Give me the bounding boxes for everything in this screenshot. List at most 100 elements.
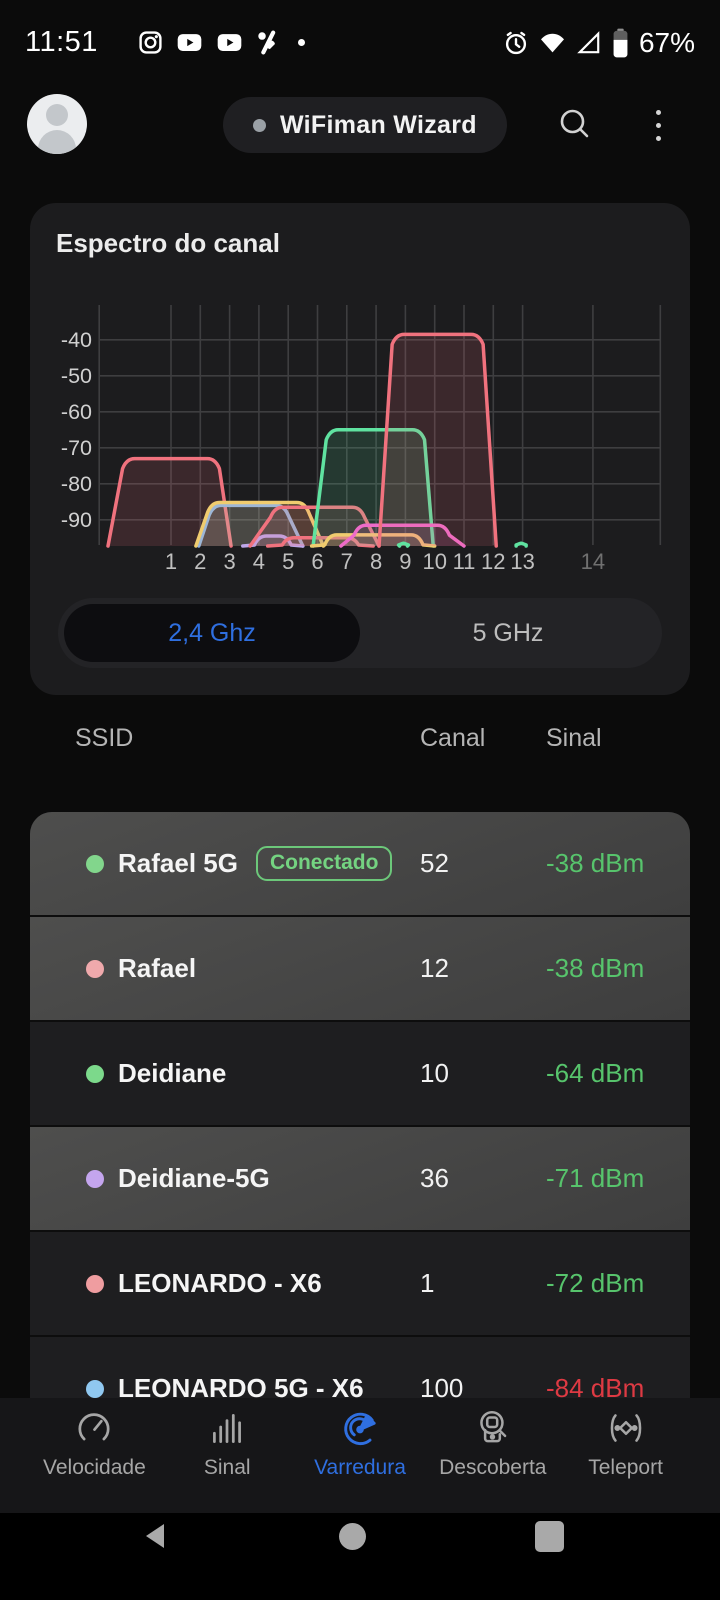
table-header: SSID Canal Sinal (0, 724, 720, 760)
youtube-icon (217, 34, 242, 51)
svg-text:4: 4 (253, 549, 265, 574)
app-title-pill[interactable]: WiFiman Wizard (223, 97, 507, 153)
recents-button[interactable] (535, 1521, 564, 1552)
table-row[interactable]: Rafael 5G Conectado 52 -38 dBm (30, 812, 690, 917)
nav-item-descoberta[interactable]: Descoberta (426, 1398, 559, 1513)
nav-label: Varredura (314, 1456, 406, 1479)
svg-text:14: 14 (581, 549, 605, 574)
channel-value: 100 (420, 1373, 464, 1398)
svg-text:3: 3 (223, 549, 235, 574)
svg-text:9: 9 (399, 549, 411, 574)
ssid-label: LEONARDO - X6 (118, 1268, 322, 1298)
overflow-dot-icon (297, 39, 305, 46)
svg-text:-90: -90 (61, 508, 92, 532)
avatar[interactable] (27, 94, 87, 154)
notification-icons (138, 29, 305, 56)
kebab-dot (655, 109, 661, 115)
android-navigation-bar (0, 1513, 720, 1600)
svg-text:-80: -80 (61, 472, 92, 496)
svg-text:13: 13 (510, 549, 534, 574)
network-list: Rafael 5G Conectado 52 -38 dBm Rafael 12… (30, 812, 690, 1398)
table-row[interactable]: Deidiane-5G 36 -71 dBm (30, 1127, 690, 1232)
ssid-label: Rafael 5G (118, 848, 238, 878)
network-color-dot (86, 1379, 104, 1398)
spectrum-chart: -40-50-60-70-80-901 2 3 4 5 6 7 8 9 10 11 12 13 14 (61, 305, 662, 574)
nav-item-varredura[interactable]: Varredura (294, 1398, 427, 1513)
signal-bars-icon (213, 1414, 242, 1444)
status-bar: 11:51 67% (0, 0, 720, 85)
percent-icon (258, 30, 276, 55)
svg-text:-50: -50 (61, 364, 92, 388)
alarm-icon (505, 31, 527, 54)
teleport-icon (610, 1414, 641, 1442)
wifi-icon (540, 33, 564, 53)
ssid-label: Deidiane (118, 1058, 227, 1088)
status-dot-icon (253, 118, 266, 132)
channel-value: 12 (420, 953, 449, 983)
search-button[interactable] (555, 104, 595, 144)
band-2_4ghz-button[interactable]: 2,4 Ghz (64, 604, 360, 662)
nav-label: Descoberta (439, 1456, 547, 1479)
svg-text:7: 7 (341, 549, 353, 574)
svg-text:8: 8 (370, 549, 382, 574)
network-color-dot (86, 1064, 104, 1083)
nav-label: Teleport (588, 1456, 663, 1479)
nav-label: Velocidade (43, 1456, 146, 1479)
svg-text:-60: -60 (61, 400, 92, 424)
signal-value: -38 dBm (546, 848, 645, 878)
svg-text:6: 6 (311, 549, 323, 574)
app-header: WiFiman Wizard (0, 85, 720, 180)
nav-item-velocidade[interactable]: Velocidade (28, 1398, 161, 1513)
ssid-label: LEONARDO 5G - X6 (118, 1373, 364, 1398)
svg-text:-70: -70 (61, 436, 92, 460)
gauge-icon (78, 1413, 110, 1441)
svg-text:5: 5 (282, 549, 294, 574)
nav-item-teleport[interactable]: Teleport (559, 1398, 692, 1513)
table-row[interactable]: LEONARDO 5G - X6 100 -84 dBm (30, 1337, 690, 1398)
table-row[interactable]: Rafael 12 -38 dBm (30, 917, 690, 1022)
header-sinal: Sinal (546, 724, 602, 752)
instagram-icon (139, 31, 162, 54)
channel-spectrum-card: Espectro do canal -40 -50 -60 -70 -80 -90 1 2 3 4… (30, 203, 690, 695)
bottom-nav: Velocidade Sinal Varredura Descoberta Te… (0, 1398, 720, 1513)
svg-text:10: 10 (422, 549, 446, 574)
home-button[interactable] (339, 1523, 366, 1550)
signal-value: -64 dBm (546, 1058, 645, 1088)
radar-icon (344, 1412, 376, 1446)
cell-signal-icon (577, 30, 600, 53)
kebab-dot (655, 135, 661, 141)
svg-text:-40: -40 (61, 328, 92, 352)
band-5ghz-button[interactable]: 5 GHz (472, 618, 544, 647)
overflow-menu-button[interactable] (646, 107, 670, 143)
svg-text:11: 11 (453, 549, 476, 574)
discovery-icon (479, 1410, 507, 1443)
signal-value: -84 dBm (546, 1373, 645, 1398)
nav-item-sinal[interactable]: Sinal (161, 1398, 294, 1513)
table-row[interactable]: Deidiane 10 -64 dBm (30, 1022, 690, 1127)
svg-text:2: 2 (194, 549, 206, 574)
channel-value: 1 (420, 1268, 435, 1298)
system-icons: 67% (503, 27, 695, 59)
network-color-dot (86, 1274, 104, 1293)
battery-percent: 67% (638, 26, 695, 58)
clock: 11:51 (25, 26, 98, 58)
network-color-dot (86, 1169, 104, 1188)
channel-value: 36 (420, 1163, 449, 1193)
header-canal: Canal (420, 724, 486, 752)
connected-badge: Conectado (255, 846, 393, 881)
battery-icon (613, 28, 628, 57)
svg-text:12: 12 (481, 549, 505, 574)
back-button[interactable] (140, 1521, 170, 1551)
network-color-dot (86, 959, 104, 978)
svg-text:1: 1 (165, 549, 177, 574)
card-title: Espectro do canal (56, 228, 280, 258)
signal-value: -38 dBm (546, 953, 645, 983)
table-row[interactable]: LEONARDO - X6 1 -72 dBm (30, 1232, 690, 1337)
app-title: WiFiman Wizard (280, 110, 477, 139)
search-icon (560, 109, 589, 138)
header-ssid: SSID (75, 724, 134, 752)
ssid-label: Deidiane-5G (118, 1163, 270, 1193)
signal-value: -72 dBm (546, 1268, 645, 1298)
signal-value: -71 dBm (546, 1163, 645, 1193)
